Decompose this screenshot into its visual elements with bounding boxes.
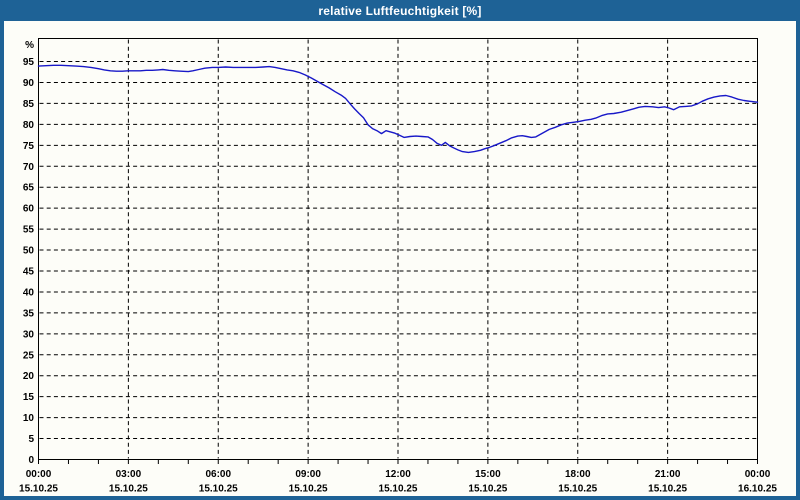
svg-text:15.10.25: 15.10.25 bbox=[199, 484, 238, 495]
svg-text:15.10.25: 15.10.25 bbox=[289, 484, 328, 495]
window-frame-left bbox=[0, 21, 4, 500]
svg-text:15.10.25: 15.10.25 bbox=[19, 484, 58, 495]
x-gridlines bbox=[127, 39, 669, 459]
svg-text:35: 35 bbox=[23, 308, 35, 319]
y-axis-unit-label: % bbox=[25, 40, 34, 51]
svg-text:90: 90 bbox=[23, 78, 35, 89]
svg-text:00:00: 00:00 bbox=[26, 469, 52, 480]
svg-text:70: 70 bbox=[23, 162, 35, 173]
svg-text:15: 15 bbox=[23, 392, 35, 403]
svg-text:45: 45 bbox=[23, 266, 35, 277]
window-title: relative Luftfeuchtigkeit [%] bbox=[318, 3, 482, 18]
window-frame-bottom bbox=[0, 496, 800, 500]
plot-border bbox=[38, 38, 758, 460]
svg-text:15.10.25: 15.10.25 bbox=[379, 484, 418, 495]
svg-text:12:00: 12:00 bbox=[385, 469, 411, 480]
svg-text:18:00: 18:00 bbox=[565, 469, 591, 480]
svg-text:20: 20 bbox=[23, 371, 35, 382]
window-title-bar: relative Luftfeuchtigkeit [%] bbox=[0, 0, 800, 21]
svg-text:10: 10 bbox=[23, 413, 35, 424]
svg-text:15.10.25: 15.10.25 bbox=[558, 484, 597, 495]
svg-text:15.10.25: 15.10.25 bbox=[648, 484, 687, 495]
svg-text:65: 65 bbox=[23, 183, 35, 194]
svg-text:75: 75 bbox=[23, 141, 35, 152]
svg-text:15.10.25: 15.10.25 bbox=[109, 484, 148, 495]
svg-text:60: 60 bbox=[23, 204, 35, 215]
svg-text:5: 5 bbox=[28, 434, 34, 445]
svg-text:0: 0 bbox=[28, 455, 34, 466]
svg-text:50: 50 bbox=[23, 246, 35, 257]
svg-text:21:00: 21:00 bbox=[655, 469, 681, 480]
svg-text:06:00: 06:00 bbox=[205, 469, 231, 480]
x-axis-date-labels: 15.10.25 15.10.25 15.10.25 15.10.25 15.10.25… bbox=[19, 484, 777, 495]
svg-text:09:00: 09:00 bbox=[295, 469, 321, 480]
svg-text:85: 85 bbox=[23, 99, 35, 110]
svg-text:95: 95 bbox=[23, 57, 35, 68]
x-axis-time-labels: 00:00 03:00 06:00 09:00 12:00 15:00 18:00 21:00… bbox=[26, 469, 771, 480]
svg-text:00:00: 00:00 bbox=[745, 469, 771, 480]
svg-text:55: 55 bbox=[23, 225, 35, 236]
svg-text:30: 30 bbox=[23, 329, 35, 340]
window-frame-right bbox=[796, 21, 800, 500]
y-axis-labels: 0 5 10 15 20 25 30 35 40 45 50 55 60 65 70 75 80 85 90 95 bbox=[23, 57, 35, 466]
svg-text:16.10.25: 16.10.25 bbox=[738, 484, 777, 495]
svg-text:40: 40 bbox=[23, 287, 35, 298]
x-axis-ticks bbox=[38, 459, 758, 464]
svg-text:03:00: 03:00 bbox=[116, 469, 142, 480]
svg-text:25: 25 bbox=[23, 350, 35, 361]
svg-text:80: 80 bbox=[23, 120, 35, 131]
svg-text:15:00: 15:00 bbox=[475, 469, 501, 480]
svg-text:15.10.25: 15.10.25 bbox=[468, 484, 507, 495]
series-line-0 bbox=[37, 64, 759, 154]
